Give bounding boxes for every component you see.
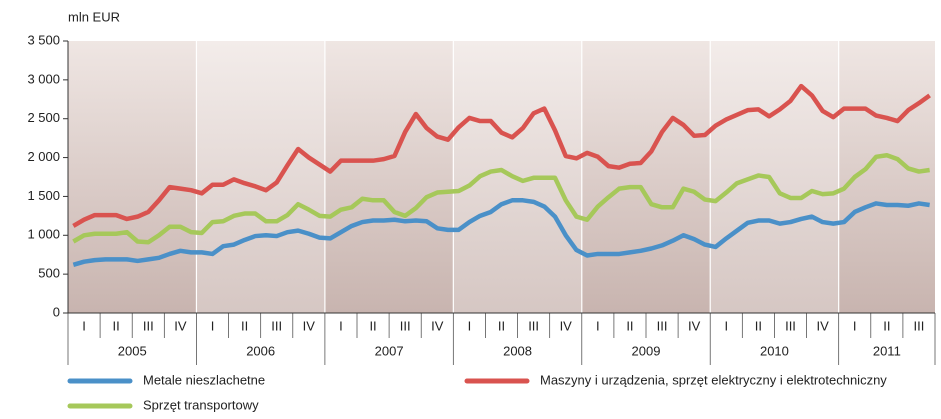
x-tick-label: III (657, 318, 668, 333)
x-tick-label: II (241, 318, 248, 333)
year-band (196, 41, 325, 313)
series-line (72, 152, 930, 245)
x-tick-label: IV (688, 318, 701, 333)
x-tick-label: I (853, 318, 857, 333)
y-tick-label: 500 (38, 266, 60, 281)
series-line (72, 198, 930, 267)
year-band (581, 41, 711, 313)
x-tick-label: I (468, 318, 472, 333)
year-label: 2006 (246, 343, 275, 358)
x-tick-label: II (498, 318, 505, 333)
legend-label: Metale nieszlachetne (143, 372, 265, 387)
year-band (710, 41, 839, 313)
y-tick-label: 3 000 (27, 71, 60, 86)
x-tick-label: I (211, 318, 215, 333)
series-line (72, 83, 931, 228)
x-tick-label: IV (816, 318, 829, 333)
x-tick-label: I (82, 318, 86, 333)
x-tick-label: II (755, 318, 762, 333)
x-tick-label: III (400, 318, 411, 333)
x-tick-label: II (883, 318, 890, 333)
y-tick-label: 1 000 (27, 227, 60, 242)
x-tick-label: III (528, 318, 539, 333)
x-tick-label: III (785, 318, 796, 333)
x-tick-label: II (369, 318, 376, 333)
y-tick-label: 0 (53, 304, 60, 319)
x-tick-label: IV (560, 318, 573, 333)
year-label: 2010 (760, 343, 789, 358)
y-tick-label: 2 500 (27, 110, 60, 125)
legend-label: Maszyny i urządzenia, sprzęt elektryczny… (540, 372, 887, 387)
year-label: 2005 (118, 343, 147, 358)
year-label: 2011 (873, 343, 901, 358)
x-tick-label: IV (431, 318, 444, 333)
x-tick-label: IV (303, 318, 316, 333)
x-tick-label: I (339, 318, 343, 333)
year-band (68, 41, 197, 313)
x-tick-label: II (113, 318, 120, 333)
x-tick-label: III (914, 318, 925, 333)
x-tick-label: III (271, 318, 282, 333)
y-tick-label: 3 500 (27, 32, 60, 47)
year-label: 2008 (503, 343, 532, 358)
x-tick-label: I (596, 318, 600, 333)
year-label: 2007 (375, 343, 404, 358)
year-label: 2009 (632, 343, 661, 358)
x-tick-label: III (143, 318, 154, 333)
y-tick-label: 2 000 (27, 149, 60, 164)
x-tick-label: IV (174, 318, 187, 333)
y-tick-label: 1 500 (27, 188, 60, 203)
year-band (324, 41, 454, 313)
x-tick-label: II (626, 318, 633, 333)
legend-label: Sprzęt transportowy (143, 397, 259, 412)
x-tick-label: I (724, 318, 728, 333)
y-axis-label: mln EUR (68, 9, 120, 24)
